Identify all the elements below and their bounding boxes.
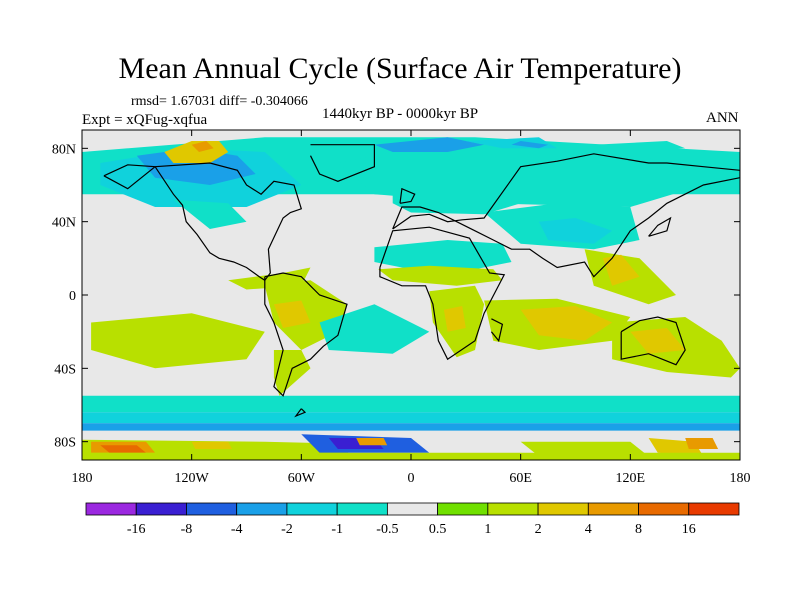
anomaly-region — [602, 254, 640, 286]
anomaly-region — [538, 218, 613, 244]
anomaly-region — [82, 412, 740, 424]
colorbar-label: 1 — [484, 522, 491, 537]
coastline — [264, 272, 348, 397]
colorbar-swatch — [186, 502, 238, 516]
anomaly-region — [228, 267, 311, 290]
colorbar-label: -16 — [127, 522, 146, 537]
lon-tick-label: 180 — [72, 471, 93, 486]
colorbar-label: 8 — [635, 522, 642, 537]
lat-tick-label: 40N — [52, 216, 76, 231]
anomaly-region — [273, 300, 311, 328]
anomaly-region — [173, 199, 247, 229]
colorbar-swatch — [236, 502, 288, 516]
lat-tick-label: 0 — [69, 289, 76, 304]
anomaly-region — [82, 395, 740, 413]
anomaly-region — [520, 306, 613, 341]
lon-tick-label: 60E — [509, 471, 532, 486]
anomaly-region — [273, 350, 311, 396]
anomaly-region — [191, 441, 232, 449]
coastline — [392, 153, 740, 278]
colorbar-swatch — [487, 502, 539, 516]
lon-tick-label: 120W — [175, 471, 210, 486]
coastline — [399, 187, 416, 204]
lon-tick-label: 120E — [616, 471, 646, 486]
colorbar-swatch — [437, 502, 489, 516]
coastline — [648, 216, 672, 237]
colorbar-label: 0.5 — [429, 522, 447, 537]
anomaly-region — [511, 141, 549, 149]
colorbar-label: 2 — [535, 522, 542, 537]
anomaly-region — [374, 137, 485, 152]
colorbar-swatch — [336, 502, 388, 516]
colorbar-swatch — [688, 502, 740, 516]
lon-tick-label: 0 — [408, 471, 415, 486]
colorbar-label: 16 — [682, 522, 696, 537]
anomaly-region — [443, 306, 466, 332]
anomaly-region — [378, 265, 503, 286]
coastline — [620, 316, 686, 366]
stats-text: rmsd= 1.67031 diff= -0.304066 — [131, 94, 308, 109]
axis-ticks: 180 120W 60W 0 60E 120E 180 80N 40N 0 40S 80S — [52, 130, 751, 486]
coastline — [294, 408, 307, 418]
lon-tick-label: 180 — [730, 471, 751, 486]
experiment-label: Expt = xQFug-xqfua — [82, 112, 208, 128]
colorbar-label: -8 — [181, 522, 193, 537]
colorbar-swatch — [537, 502, 589, 516]
lat-tick-label: 40S — [54, 362, 76, 377]
coastline — [490, 318, 504, 343]
colorbar-swatch — [386, 502, 439, 516]
colorbar-label: -4 — [231, 522, 243, 537]
colorbar-label: 4 — [585, 522, 592, 537]
lon-tick-label: 60W — [288, 471, 316, 486]
lat-tick-label: 80N — [52, 142, 76, 157]
anomaly-region — [337, 144, 704, 207]
lat-tick-label: 80S — [54, 436, 76, 451]
coastline — [309, 144, 375, 182]
colorbar-swatch — [135, 502, 187, 516]
anomaly-region — [91, 313, 265, 369]
coastline — [103, 162, 303, 282]
anomaly-region — [593, 141, 686, 152]
anomaly-region — [82, 430, 740, 440]
colorbar-label: -2 — [281, 522, 293, 537]
coastline — [379, 226, 506, 361]
figure-title: Mean Annual Cycle (Surface Air Temperatu… — [118, 52, 682, 85]
anomaly-region — [100, 445, 146, 453]
colorbar-label: -1 — [331, 522, 343, 537]
colorbar-swatch — [638, 502, 690, 516]
anomaly-region — [191, 141, 214, 152]
season-label: ANN — [706, 110, 739, 126]
coastlines — [103, 144, 740, 418]
colorbar-swatch — [286, 502, 338, 516]
anomaly-region — [356, 438, 388, 446]
anomaly-region — [685, 438, 719, 449]
colorbar-swatch — [85, 502, 137, 516]
anomaly-region — [630, 328, 686, 354]
colorbar-label: -0.5 — [376, 522, 398, 537]
anomaly-region — [374, 240, 512, 270]
anomaly-region — [319, 304, 430, 354]
period-text: 1440kyr BP - 0000kyr BP — [322, 106, 479, 122]
colorbar-swatch — [587, 502, 639, 516]
anomaly-region — [164, 141, 229, 163]
anomaly-region — [520, 441, 649, 457]
colorbar: -16 -8 -4 -2 -1 -0.5 0.5 1 2 4 8 16 — [85, 502, 740, 537]
anomaly-region — [82, 423, 740, 431]
